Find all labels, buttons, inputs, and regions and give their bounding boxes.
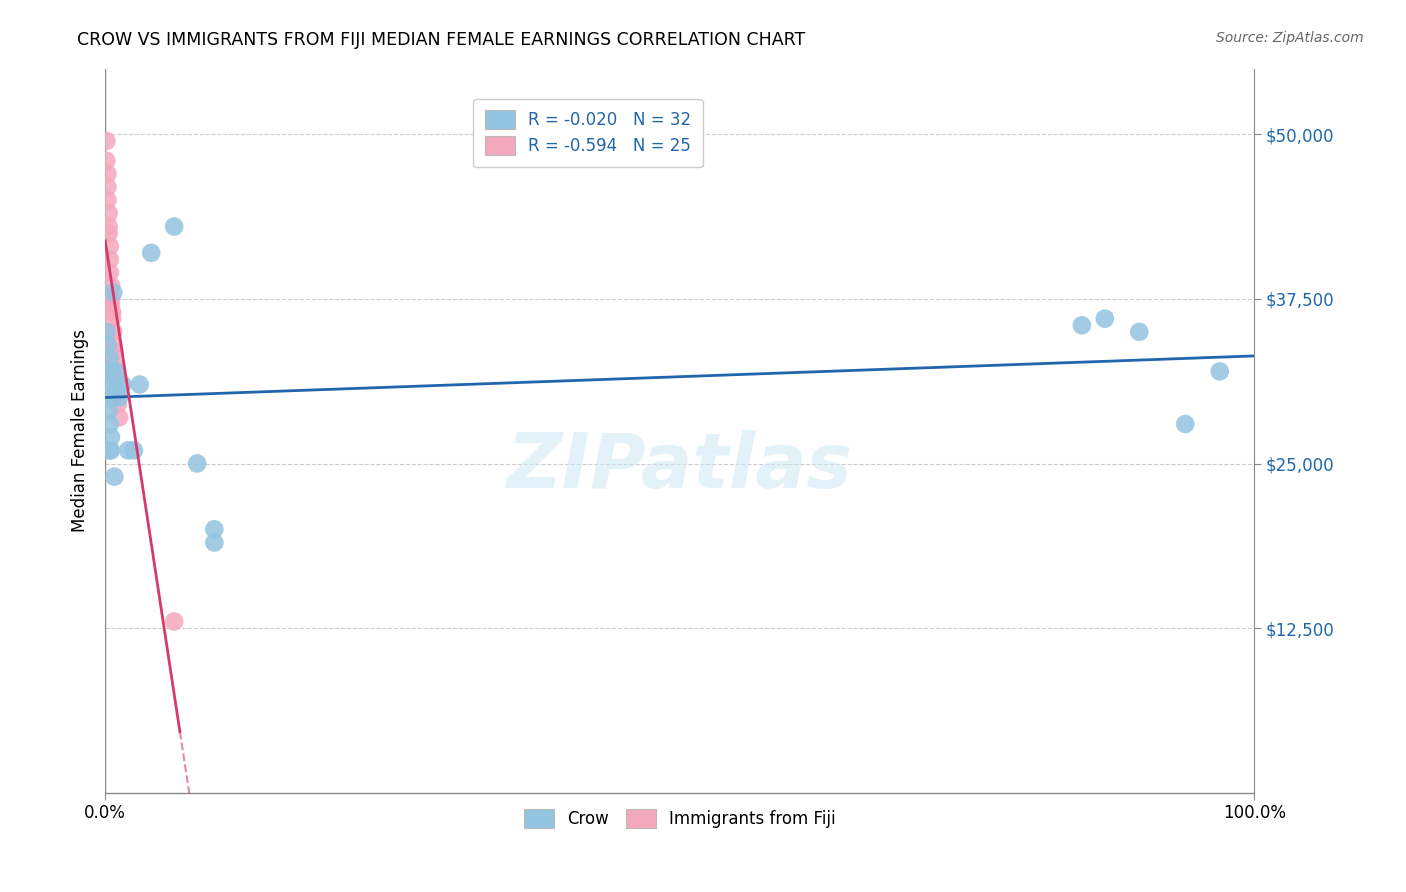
Point — [101, 364, 124, 378]
Point — [97, 391, 120, 405]
Point — [96, 325, 118, 339]
Point — [105, 377, 128, 392]
Point — [1070, 318, 1092, 333]
Point — [100, 430, 122, 444]
Point — [108, 391, 131, 405]
Text: ZIPatlas: ZIPatlas — [506, 430, 852, 504]
Point — [98, 417, 121, 431]
Point — [96, 180, 118, 194]
Point — [117, 443, 139, 458]
Point — [163, 615, 186, 629]
Legend: Crow, Immigrants from Fiji: Crow, Immigrants from Fiji — [517, 803, 842, 835]
Point — [141, 245, 163, 260]
Point — [96, 134, 118, 148]
Point — [97, 404, 120, 418]
Point — [1174, 417, 1197, 431]
Point — [97, 219, 120, 234]
Point — [104, 371, 127, 385]
Point — [103, 358, 125, 372]
Point — [103, 325, 125, 339]
Point — [108, 410, 131, 425]
Point — [100, 298, 122, 312]
Point — [101, 311, 124, 326]
Point — [186, 457, 208, 471]
Point — [104, 364, 127, 378]
Point — [103, 338, 125, 352]
Point — [97, 206, 120, 220]
Point — [97, 226, 120, 240]
Point — [100, 292, 122, 306]
Text: Source: ZipAtlas.com: Source: ZipAtlas.com — [1216, 31, 1364, 45]
Point — [100, 278, 122, 293]
Point — [98, 443, 121, 458]
Point — [105, 384, 128, 398]
Point — [111, 377, 134, 392]
Point — [97, 377, 120, 392]
Point — [1094, 311, 1116, 326]
Point — [103, 469, 125, 483]
Point — [96, 364, 118, 378]
Point — [107, 397, 129, 411]
Y-axis label: Median Female Earnings: Median Female Earnings — [72, 329, 89, 533]
Point — [103, 285, 125, 300]
Point — [98, 239, 121, 253]
Point — [98, 266, 121, 280]
Point — [163, 219, 186, 234]
Point — [1128, 325, 1150, 339]
Point — [96, 338, 118, 352]
Text: CROW VS IMMIGRANTS FROM FIJI MEDIAN FEMALE EARNINGS CORRELATION CHART: CROW VS IMMIGRANTS FROM FIJI MEDIAN FEMA… — [77, 31, 806, 49]
Point — [100, 443, 122, 458]
Point — [98, 252, 121, 267]
Point — [96, 153, 118, 168]
Point — [128, 377, 150, 392]
Point — [98, 351, 121, 366]
Point — [103, 344, 125, 359]
Point — [96, 193, 118, 207]
Point — [202, 535, 225, 549]
Point — [202, 522, 225, 536]
Point — [122, 443, 145, 458]
Point — [101, 391, 124, 405]
Point — [101, 305, 124, 319]
Point — [1209, 364, 1232, 378]
Point — [96, 167, 118, 181]
